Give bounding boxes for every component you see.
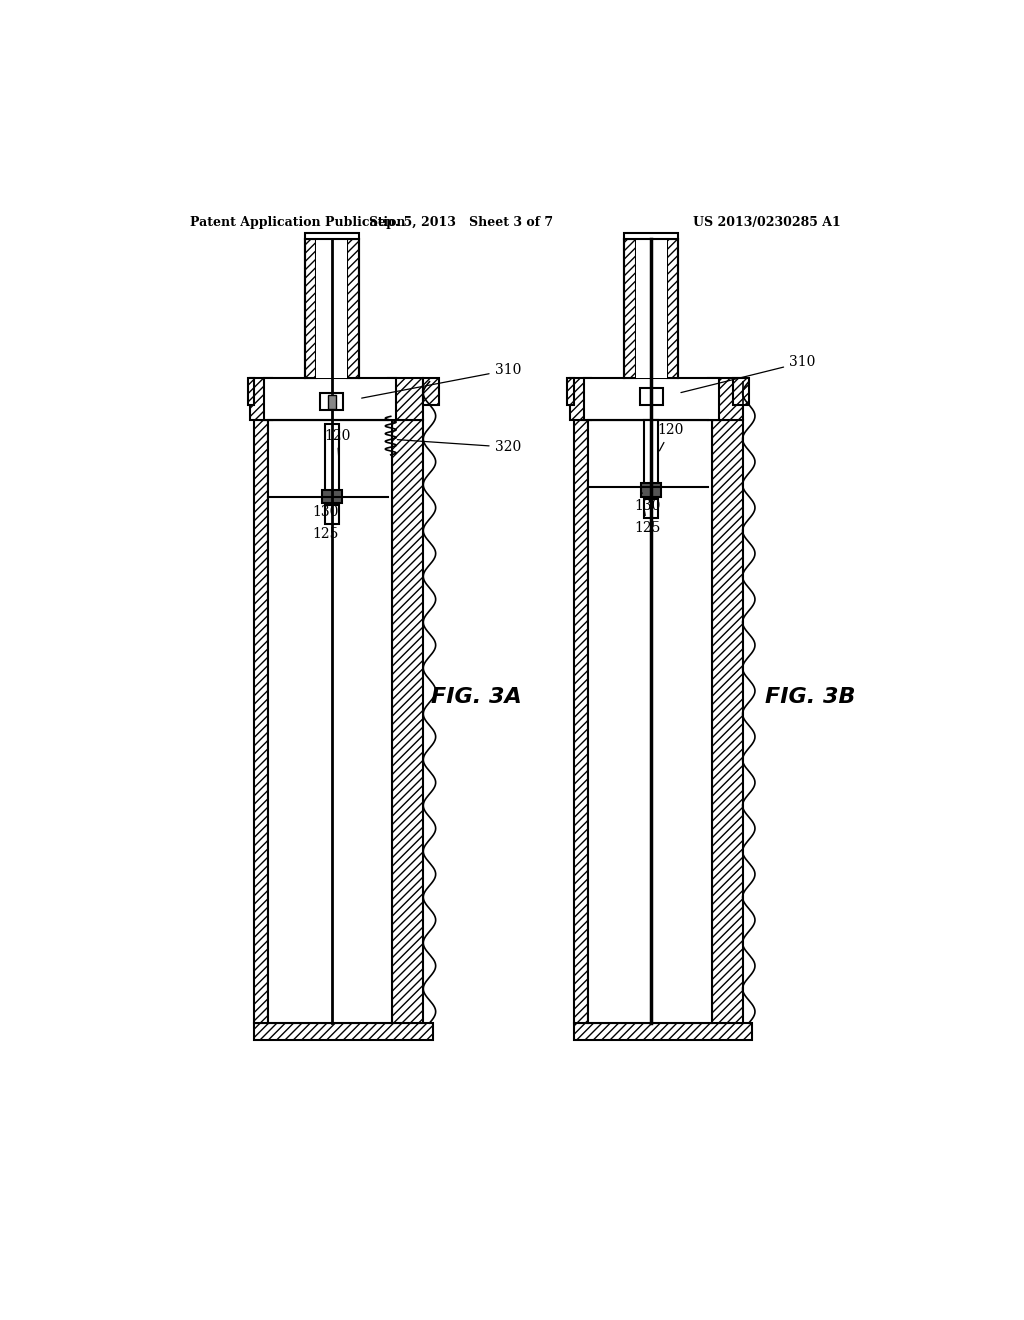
Bar <box>573 1023 752 1040</box>
Text: 130: 130 <box>634 492 660 512</box>
Bar <box>322 490 342 503</box>
Text: 310: 310 <box>361 363 521 399</box>
Bar <box>316 239 347 378</box>
Bar <box>392 420 423 1023</box>
Bar <box>305 234 359 239</box>
Bar <box>328 395 336 409</box>
Text: 130: 130 <box>312 499 339 519</box>
Bar <box>268 420 392 1023</box>
Bar <box>588 420 712 1023</box>
Bar <box>325 506 339 524</box>
Text: Sep. 5, 2013   Sheet 3 of 7: Sep. 5, 2013 Sheet 3 of 7 <box>370 216 553 230</box>
Text: 120: 120 <box>657 424 684 451</box>
Bar <box>347 239 359 378</box>
Bar <box>636 239 667 378</box>
Bar <box>248 378 254 405</box>
Bar <box>254 1023 432 1040</box>
Text: FIG. 3B: FIG. 3B <box>765 688 855 708</box>
Text: 125: 125 <box>312 517 339 541</box>
Bar <box>733 378 749 405</box>
Bar <box>644 499 658 517</box>
Bar <box>325 424 339 494</box>
Text: Patent Application Publication: Patent Application Publication <box>190 216 406 230</box>
Bar <box>251 378 272 420</box>
Bar <box>667 239 678 378</box>
Bar <box>584 378 719 420</box>
Bar <box>573 420 588 1023</box>
Bar <box>644 420 658 486</box>
Bar <box>569 378 592 420</box>
Text: 310: 310 <box>681 355 815 392</box>
Bar <box>708 378 742 420</box>
Text: 120: 120 <box>324 429 350 455</box>
Bar <box>423 378 438 405</box>
Bar <box>254 420 268 1023</box>
Bar <box>624 234 678 239</box>
Text: 320: 320 <box>397 440 521 454</box>
Text: US 2013/0230285 A1: US 2013/0230285 A1 <box>693 216 841 230</box>
Bar <box>567 378 573 405</box>
Bar <box>321 393 343 411</box>
Text: 125: 125 <box>634 511 660 535</box>
Bar <box>712 420 742 1023</box>
Bar <box>624 239 636 378</box>
Bar <box>640 388 663 405</box>
Bar <box>641 483 662 498</box>
Bar <box>264 378 396 420</box>
Bar <box>388 378 423 420</box>
Text: FIG. 3A: FIG. 3A <box>431 688 522 708</box>
Bar <box>305 239 316 378</box>
